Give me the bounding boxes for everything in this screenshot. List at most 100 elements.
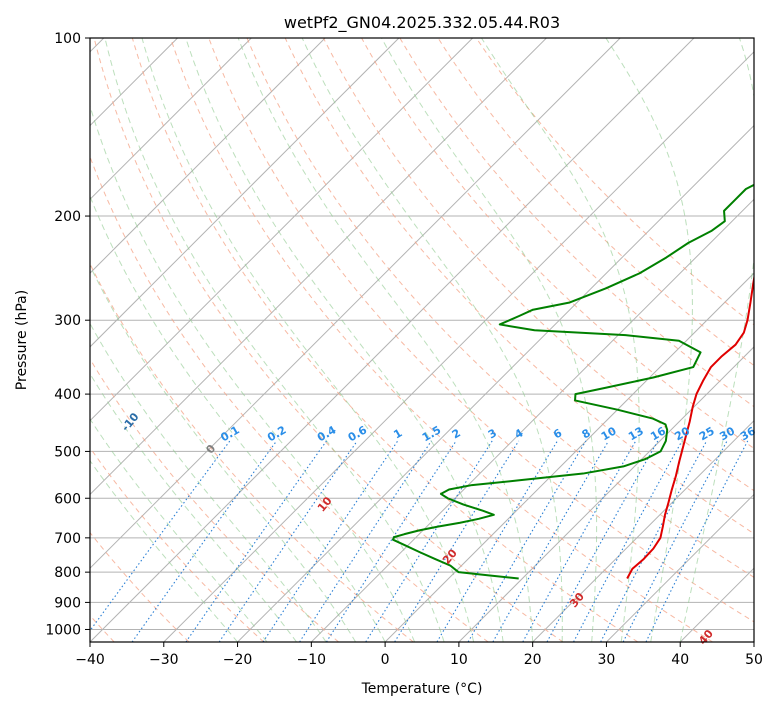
mixing-ratio-line [436, 440, 558, 642]
dry-adiabat-line [93, 38, 564, 642]
x-tick-label: 10 [450, 652, 468, 668]
isotherm-line [90, 38, 621, 569]
mixing-ratio-label: 0.4 [315, 423, 339, 444]
moist-adiabat-line [605, 38, 693, 642]
mixing-ratio-line [622, 440, 728, 642]
dry-adiabat-line [208, 38, 754, 623]
moist-adiabat-line [90, 104, 416, 642]
x-tick-label: −10 [297, 652, 327, 668]
mixing-ratio-line [90, 440, 231, 632]
mixing-ratio-line [394, 440, 520, 642]
mixing-ratio-label: 1.5 [420, 423, 443, 444]
x-tick-label: 30 [598, 652, 616, 668]
mixing-ratio-label: 3 [486, 426, 499, 441]
x-axis-label: Temperature (°C) [361, 681, 483, 697]
temperature-profile-line [626, 273, 754, 579]
isotherm-line [310, 198, 754, 642]
y-axis-label: Pressure (hPa) [14, 290, 30, 390]
mixing-ratio-label: 6 [551, 426, 564, 441]
isotherm-line [90, 38, 400, 348]
x-tick-label: −30 [149, 652, 179, 668]
moist-adiabat-line [90, 322, 327, 642]
isotherm-line [753, 641, 754, 642]
mixing-ratio-label: 20 [672, 424, 692, 443]
moist-adiabat-line [381, 38, 598, 642]
dry-adiabat-line [90, 358, 339, 642]
moist-adiabat-line [301, 38, 563, 642]
mixing-ratio-label: 8 [580, 426, 593, 441]
dry-adiabat-line [322, 38, 754, 492]
moist-adiabat-line [104, 38, 445, 642]
isotherm-line [532, 419, 754, 642]
mixing-ratio-label: 0.1 [218, 423, 241, 444]
mixing-ratio-line [299, 440, 432, 642]
dry-adiabat-line [246, 38, 754, 578]
x-tick-label: −20 [223, 652, 253, 668]
y-tick-label: 900 [54, 595, 81, 611]
mixing-ratio-label: 13 [626, 424, 646, 443]
plot-frame [89, 37, 755, 643]
dry-adiabat-line [131, 38, 639, 642]
mixing-ratio-line [492, 440, 610, 642]
isotherm-line [458, 346, 754, 642]
moist-adiabat-line [90, 418, 268, 642]
dry-adiabat-line [437, 38, 754, 367]
mixing-ratio-line [365, 440, 493, 642]
mixing-ratio-line [325, 440, 457, 642]
mixing-ratio-label: 25 [697, 424, 717, 443]
mixing-ratio-label: 2 [450, 426, 463, 441]
mixing-ratio-label: 1 [391, 426, 404, 441]
isotherm-line [606, 493, 754, 642]
chart-title: wetPf2_GN04.2025.332.05.44.R03 [284, 13, 560, 33]
dry-adiabat-label: 40 [696, 627, 716, 647]
y-tick-label: 500 [54, 444, 81, 460]
mixing-ratio-line [131, 440, 278, 642]
dry-adiabat-line [90, 155, 489, 642]
x-tick-label: 0 [381, 652, 390, 668]
y-tick-label: 600 [54, 491, 81, 507]
dry-adiabat-line [475, 38, 754, 326]
dry-adiabat-label: 20 [440, 546, 460, 566]
y-tick-label: 700 [54, 531, 81, 547]
moist-adiabat-line [90, 372, 297, 642]
dry-adiabat-line [361, 38, 754, 449]
dry-adiabat-line [90, 262, 414, 642]
isotherm-line [90, 38, 252, 201]
isotherm-line [679, 567, 754, 642]
isotherm-line [90, 38, 326, 274]
mixing-ratio-label: 36 [738, 424, 758, 443]
y-tick-label: 200 [54, 209, 81, 225]
y-tick-label: 400 [54, 387, 81, 403]
dry-adiabat-label: 30 [567, 590, 587, 610]
moist-adiabat-line [679, 38, 754, 642]
y-tick-label: 300 [54, 313, 81, 329]
mixing-ratio-line [262, 440, 399, 642]
x-tick-label: −40 [75, 652, 105, 668]
dry-adiabat-label: -10 [119, 410, 142, 434]
moist-adiabat-line [90, 264, 357, 642]
mixing-ratio-line [218, 440, 358, 642]
isotherm-line [90, 38, 695, 642]
moist-adiabat-line [90, 195, 386, 642]
mixing-ratio-line [645, 440, 749, 642]
isotherm-line [237, 124, 754, 642]
mixing-ratio-line [600, 440, 708, 642]
x-tick-label: 50 [745, 652, 763, 668]
moist-adiabat-line [237, 38, 534, 642]
mixing-ratio-line [467, 440, 587, 642]
isotherm-line [384, 272, 754, 642]
mixing-ratio-label: 10 [599, 424, 619, 443]
isotherm-line [90, 38, 474, 422]
y-tick-label: 1000 [45, 622, 81, 638]
x-tick-label: 40 [671, 652, 689, 668]
y-tick-label: 800 [54, 565, 81, 581]
dry-adiabat-label: 10 [315, 494, 335, 514]
dry-adiabat-line [90, 531, 190, 642]
isotherm-line [90, 38, 547, 496]
isotherm-line [163, 51, 754, 642]
mixing-ratio-line [185, 440, 327, 642]
moist-adiabat-line [141, 38, 475, 642]
y-tick-label: 100 [54, 31, 81, 47]
moist-adiabat-line [90, 459, 238, 642]
